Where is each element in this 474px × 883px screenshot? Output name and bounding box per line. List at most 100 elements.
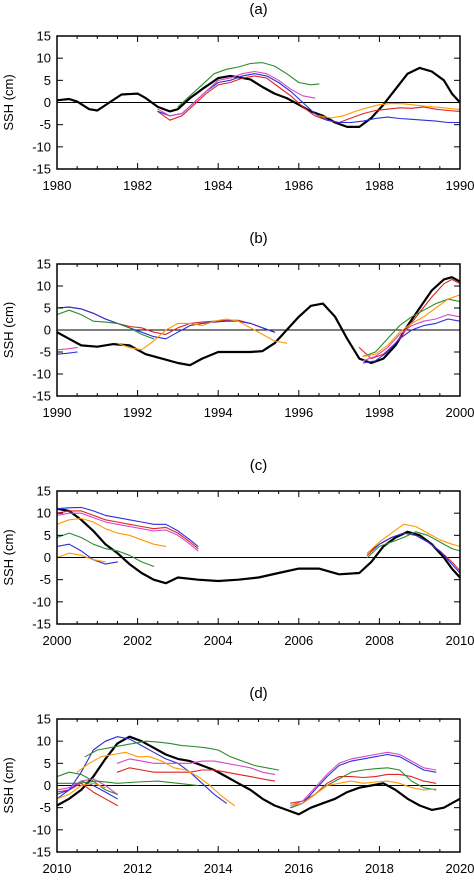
panel-b-y-tick-label: 5	[44, 301, 51, 316]
panel-b-y-tick-label: 10	[37, 279, 51, 294]
panel-c-series-9-line	[366, 531, 460, 559]
panel-a-series-6-line	[318, 102, 460, 119]
panel-a-x-tick-label: 1990	[446, 178, 474, 193]
panel-b-series-5-line	[362, 318, 460, 364]
panel-a-y-tick-label: 15	[37, 29, 51, 44]
panel-d-series-7-line	[290, 753, 437, 809]
panel-a-y-tick-label: 5	[44, 73, 51, 88]
panel-a-series-1-line	[57, 66, 460, 128]
panel-c-x-tick-label: 2006	[284, 633, 313, 648]
panel-c-series-2-line	[57, 510, 199, 550]
panel-b-series-11-line	[116, 318, 288, 351]
panel-b-y-tick-label: -15	[32, 389, 51, 404]
panel-b-y-axis-label: SSH (cm)	[1, 302, 16, 358]
panel-c-x-tick-label: 2004	[204, 633, 233, 648]
panel-c-series-4-line	[57, 506, 199, 547]
panel-b-label: (b)	[249, 230, 267, 247]
panel-d-series-12-line	[84, 740, 280, 771]
panel-a-x-tick-label: 1982	[123, 178, 152, 193]
panel-a-series-2-line	[157, 75, 460, 124]
panel-c-y-tick-label: -10	[32, 594, 51, 609]
panel-a-series-5-line	[177, 62, 320, 108]
panel-b-series-1-line	[57, 276, 460, 367]
panel-a-x-tick-label: 1984	[204, 178, 233, 193]
panel-c-x-tick-label: 2002	[123, 633, 152, 648]
panel-b-series-9-line	[57, 309, 155, 340]
panel-c-y-axis-label: SSH (cm)	[1, 529, 16, 585]
panel-b-y-tick-label: 15	[37, 257, 51, 272]
panel-b-series-12-line	[362, 294, 460, 357]
panel-b-series-8-line	[362, 314, 460, 362]
panel-c-y-tick-label: -5	[39, 572, 51, 587]
panel-a-y-tick-label: -15	[32, 162, 51, 177]
panel-d-y-tick-label: -10	[32, 822, 51, 837]
panel-d-series-15-line	[76, 751, 235, 807]
panel-a-frame	[56, 35, 461, 170]
panel-d-x-tick-label: 2012	[123, 861, 152, 876]
panel-c-y-tick-label: -15	[32, 617, 51, 632]
panel-c-frame	[56, 490, 461, 625]
panel-b-series-7-line	[57, 347, 78, 351]
panel-c-y-tick-label: 5	[44, 528, 51, 543]
panel-d-y-axis-label: SSH (cm)	[1, 757, 16, 813]
panel-d-series-5-line	[57, 736, 227, 804]
panel-a-y-tick-label: -10	[32, 139, 51, 154]
panel-d-frame	[56, 718, 461, 853]
panel-d-series-11-line	[57, 771, 118, 795]
panel-d-label: (d)	[249, 685, 267, 702]
panel-c-series-6-line	[366, 532, 460, 574]
panel-b-series-6-line	[57, 351, 78, 355]
panel-b-series-3-line	[358, 278, 460, 360]
panel-a-series-3-line	[157, 73, 460, 124]
panel-d-series-13-line	[57, 780, 199, 787]
panel-c-y-tick-label: 0	[44, 550, 51, 565]
panel-b-x-tick-label: 1990	[43, 405, 72, 420]
panel-c-series-5-line	[57, 543, 118, 565]
panel-d-y-tick-label: 15	[37, 712, 51, 727]
panel-d-y-tick-label: -5	[39, 800, 51, 815]
panel-a-series-4-line	[157, 70, 316, 117]
panel-d-x-tick-label: 2016	[284, 861, 313, 876]
panel-a-y-axis-label: SSH (cm)	[1, 74, 16, 130]
panel-d-series-8-line	[57, 778, 118, 795]
panel-c-series-10-line	[57, 517, 167, 547]
panel-d-series-3-line	[116, 767, 276, 782]
panel-a-x-tick-label: 1986	[284, 178, 313, 193]
panel-b-x-tick-label: 1992	[123, 405, 152, 420]
panel-b-x-tick-label: 1994	[204, 405, 233, 420]
panel-d-x-tick-label: 2010	[43, 861, 72, 876]
panel-a-x-tick-label: 1988	[365, 178, 394, 193]
panel-c-label: (c)	[250, 457, 268, 474]
panel-a-label: (a)	[249, 1, 267, 18]
panel-b-y-tick-label: 0	[44, 323, 51, 338]
panel-d-x-tick-label: 2020	[446, 861, 474, 876]
panel-b-y-tick-label: -10	[32, 367, 51, 382]
panel-d-y-tick-label: 5	[44, 756, 51, 771]
panel-b-x-tick-label: 1996	[284, 405, 313, 420]
panel-b-x-tick-label: 1998	[365, 405, 394, 420]
panel-d-series-16-line	[57, 782, 106, 800]
panel-c-series-7-line	[57, 512, 199, 552]
panel-c-y-tick-label: 15	[37, 484, 51, 499]
panel-d-series-10-line	[290, 751, 437, 807]
panel-d-y-tick-label: 10	[37, 734, 51, 749]
panel-c-y-tick-label: 10	[37, 506, 51, 521]
panel-a-x-tick-label: 1980	[43, 178, 72, 193]
panel-d-series-2-line	[57, 782, 118, 807]
panel-c-x-tick-label: 2000	[43, 633, 72, 648]
panel-b-x-tick-label: 2000	[446, 405, 474, 420]
panel-d-series-9-line	[116, 758, 276, 775]
panel-d-series-4-line	[290, 773, 437, 804]
panel-a-y-tick-label: 10	[37, 51, 51, 66]
panel-d-y-tick-label: 0	[44, 778, 51, 793]
panel-d-series-17-line	[290, 780, 437, 807]
panel-a-y-tick-label: -5	[39, 117, 51, 132]
panel-b-frame	[56, 263, 461, 397]
panel-c-series-12-line	[366, 523, 460, 554]
panel-b-series-10-line	[362, 298, 460, 357]
panel-a-y-tick-label: 0	[44, 95, 51, 110]
panel-c-x-tick-label: 2008	[365, 633, 394, 648]
